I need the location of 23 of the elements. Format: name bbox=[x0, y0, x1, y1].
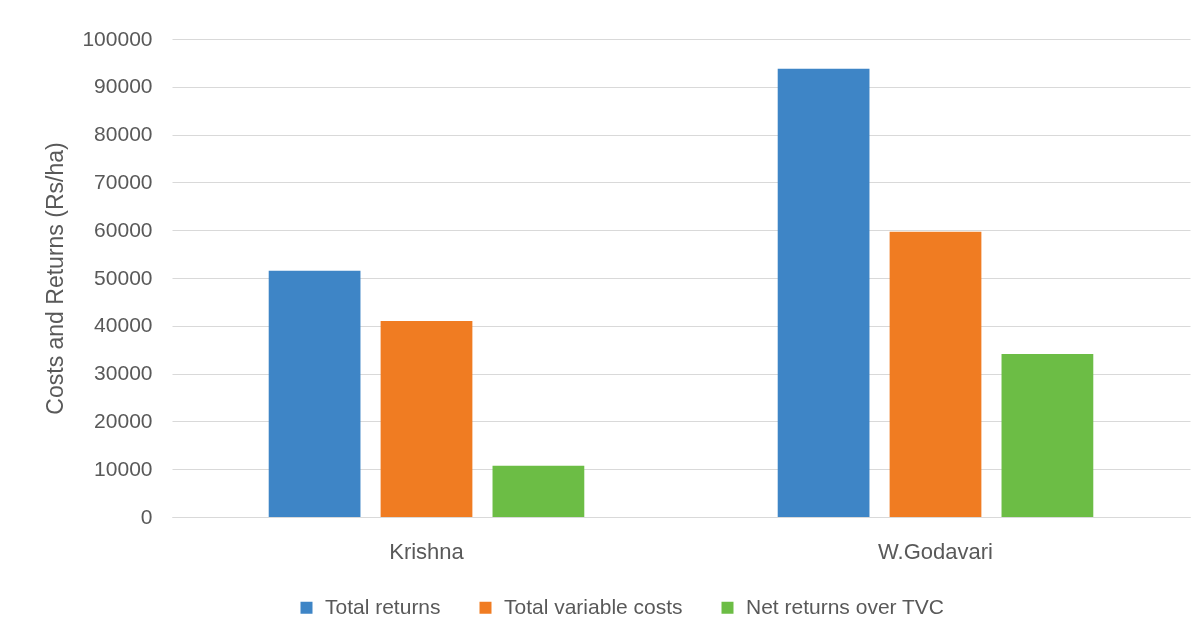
x-tick-label: W.Godavari bbox=[878, 538, 993, 564]
y-tick-label: 90000 bbox=[94, 74, 153, 98]
y-tick-label: 100000 bbox=[82, 26, 153, 50]
y-tick-label: 20000 bbox=[94, 408, 153, 432]
bar bbox=[777, 68, 870, 517]
bar bbox=[380, 321, 473, 517]
legend-label: Total variable costs bbox=[504, 594, 683, 618]
x-tick-label: Krishna bbox=[389, 538, 465, 564]
legend-label: Total returns bbox=[325, 594, 441, 618]
y-axis-title: Costs and Returns (Rs/ha) bbox=[42, 142, 69, 415]
y-tick-label: 40000 bbox=[94, 313, 153, 337]
bar bbox=[268, 270, 361, 517]
y-tick-label: 60000 bbox=[94, 217, 153, 241]
legend-label: Net returns over TVC bbox=[746, 594, 945, 618]
bar bbox=[889, 231, 982, 517]
y-tick-label: 10000 bbox=[94, 456, 153, 480]
y-tick-label: 70000 bbox=[94, 169, 153, 193]
bar bbox=[492, 465, 585, 517]
bar bbox=[1001, 354, 1094, 517]
y-tick-label: 80000 bbox=[94, 122, 153, 146]
y-tick-label: 50000 bbox=[94, 265, 153, 289]
y-tick-label: 0 bbox=[140, 504, 153, 528]
y-tick-label: 30000 bbox=[94, 361, 153, 385]
